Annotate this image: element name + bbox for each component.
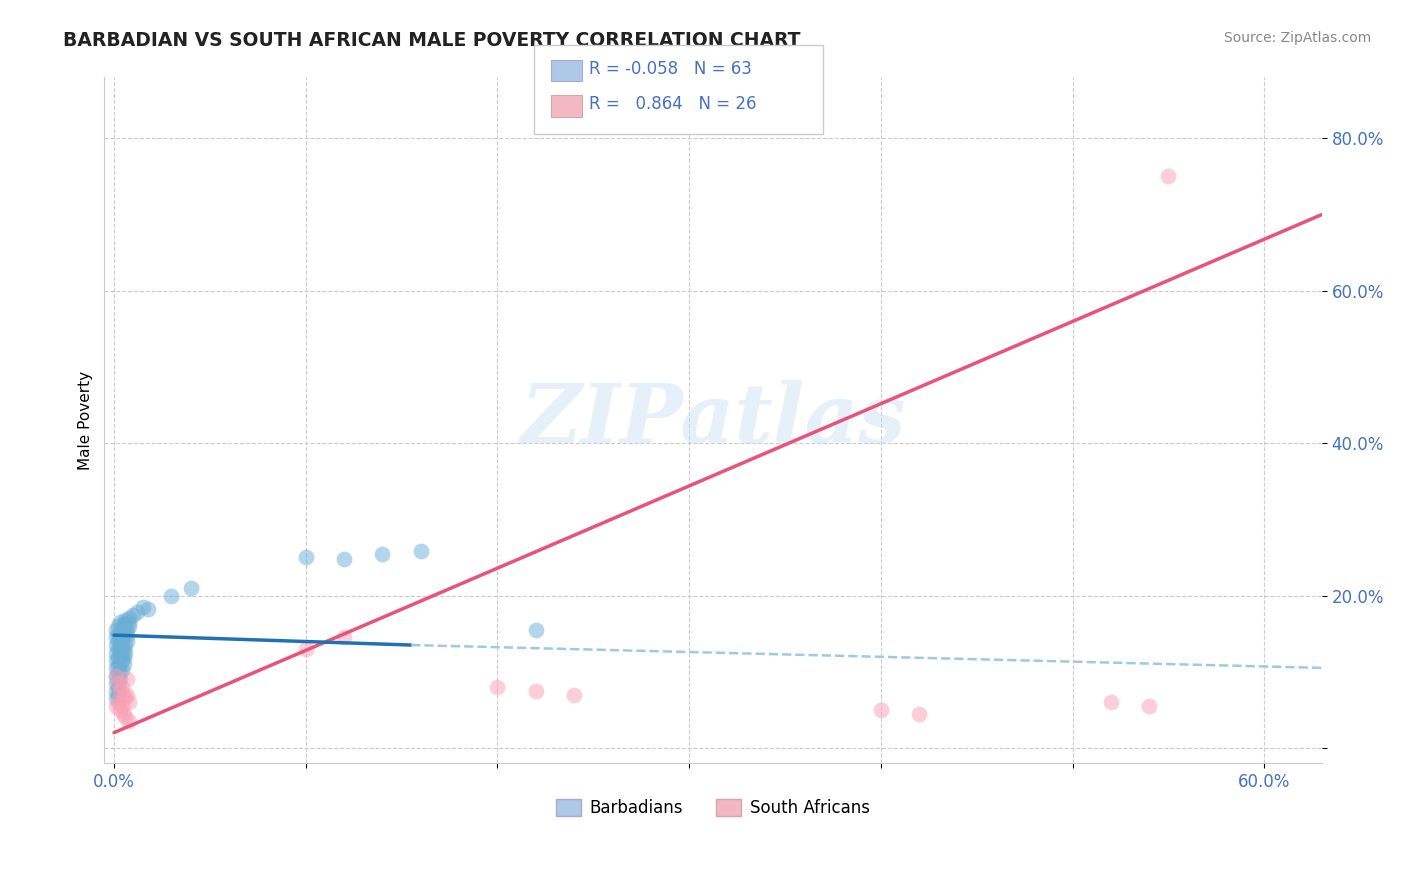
Point: [107, 666, 129, 681]
Point: [112, 628, 135, 642]
Point: [114, 646, 136, 660]
Point: [112, 651, 135, 665]
Point: [371, 547, 394, 561]
Point: [108, 673, 131, 687]
Point: [104, 668, 127, 682]
Point: [107, 695, 129, 709]
Point: [104, 676, 127, 690]
Point: [118, 714, 141, 729]
Point: [107, 626, 129, 640]
Point: [108, 615, 131, 630]
Point: [107, 689, 129, 703]
Point: [114, 623, 136, 637]
Point: [104, 653, 127, 667]
Point: [107, 658, 129, 673]
Point: [117, 628, 139, 642]
Point: [486, 680, 509, 694]
Point: [111, 680, 134, 694]
Point: [112, 657, 135, 671]
Point: [111, 653, 134, 667]
Text: R = -0.058   N = 63: R = -0.058 N = 63: [589, 60, 752, 78]
Point: [111, 620, 134, 634]
Point: [112, 643, 135, 657]
Point: [118, 611, 141, 625]
Point: [111, 698, 134, 713]
Point: [869, 703, 891, 717]
Point: [104, 683, 127, 698]
Point: [118, 695, 141, 709]
Point: [112, 620, 135, 634]
Point: [112, 688, 135, 702]
Point: [107, 634, 129, 648]
Point: [908, 706, 931, 721]
Point: [114, 617, 136, 632]
Point: [108, 683, 131, 698]
Point: [108, 649, 131, 664]
Point: [294, 641, 316, 656]
Point: [117, 634, 139, 648]
Point: [108, 703, 131, 717]
Point: [107, 681, 129, 696]
Point: [117, 623, 139, 637]
Point: [333, 552, 356, 566]
Y-axis label: Male Poverty: Male Poverty: [79, 371, 93, 470]
Point: [524, 683, 547, 698]
Point: [111, 663, 134, 677]
Point: [104, 646, 127, 660]
Point: [107, 676, 129, 690]
Point: [107, 651, 129, 665]
Point: [104, 623, 127, 637]
Point: [111, 648, 134, 662]
Point: [1157, 169, 1180, 184]
Point: [112, 706, 135, 721]
Point: [409, 544, 432, 558]
Point: [104, 668, 127, 682]
Text: R =   0.864   N = 26: R = 0.864 N = 26: [589, 95, 756, 113]
Point: [1137, 698, 1160, 713]
Point: [104, 691, 127, 706]
Point: [118, 615, 141, 630]
Point: [114, 691, 136, 706]
Point: [117, 688, 139, 702]
Point: [112, 617, 135, 632]
Point: [111, 625, 134, 640]
Point: [524, 623, 547, 637]
Point: [333, 631, 356, 645]
Point: [118, 619, 141, 633]
Point: [104, 661, 127, 675]
Point: [108, 656, 131, 670]
Legend: Barbadians, South Africans: Barbadians, South Africans: [550, 792, 876, 823]
Point: [122, 607, 145, 622]
Point: [104, 698, 127, 713]
Point: [114, 638, 136, 652]
Point: [180, 581, 202, 595]
Point: [104, 631, 127, 645]
Point: [108, 665, 131, 679]
Point: [104, 638, 127, 652]
Point: [1099, 695, 1122, 709]
Point: [294, 550, 316, 565]
Point: [107, 619, 129, 633]
Text: ZIPatlas: ZIPatlas: [520, 380, 905, 460]
Point: [132, 599, 155, 614]
Point: [125, 605, 148, 619]
Point: [108, 628, 131, 642]
Point: [107, 641, 129, 656]
Point: [117, 673, 139, 687]
Point: [108, 636, 131, 650]
Point: [111, 632, 134, 647]
Point: [562, 688, 585, 702]
Point: [138, 602, 160, 616]
Point: [108, 643, 131, 657]
Point: [111, 640, 134, 655]
Point: [114, 710, 136, 724]
Point: [107, 673, 129, 688]
Point: [114, 613, 136, 627]
Point: [160, 589, 183, 603]
Text: Source: ZipAtlas.com: Source: ZipAtlas.com: [1223, 31, 1371, 45]
Text: BARBADIAN VS SOUTH AFRICAN MALE POVERTY CORRELATION CHART: BARBADIAN VS SOUTH AFRICAN MALE POVERTY …: [63, 31, 801, 50]
